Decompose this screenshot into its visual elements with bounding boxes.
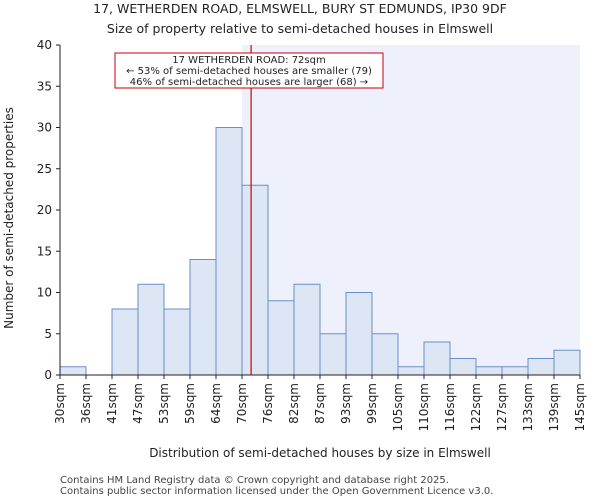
chart-subtitle: Size of property relative to semi-detach… [107,21,493,36]
bar-110sqm [423,341,451,376]
bar-122sqm [475,366,503,376]
bar-105sqm [397,366,425,376]
footer-licence: Contains public sector information licen… [60,486,494,497]
x-tick-label-59sqm: 59sqm [183,383,197,424]
footer-copyright: Contains HM Land Registry data © Crown c… [60,475,449,486]
annotation-line-3: 46% of semi-detached houses are larger (… [130,77,368,88]
x-tick-label-70sqm: 70sqm [235,383,249,424]
x-tick-label-41sqm: 41sqm [105,383,119,424]
annotation-line-2: ← 53% of semi-detached houses are smalle… [126,66,372,77]
chart-title: 17, WETHERDEN ROAD, ELMSWELL, BURY ST ED… [93,1,507,16]
y-tick-label-35: 35 [37,79,52,93]
x-tick-label-105sqm: 105sqm [391,383,405,431]
bar-64sqm [215,127,243,376]
y-tick-label-15: 15 [37,244,52,258]
x-axis-ticks: 30sqm 36sqm 41sqm 47sqm 53sqm 59sqm 64sqm 70sqm… [53,375,587,431]
y-axis-ticks: 0 5 10 15 20 25 30 35 40 [37,38,60,382]
y-tick-label-10: 10 [37,286,52,300]
bar-127sqm [501,366,529,376]
bar-59sqm [189,259,217,376]
bar-70sqm [241,184,269,376]
x-tick-label-87sqm: 87sqm [313,383,327,424]
annotation-line-1: 17 WETHERDEN ROAD: 72sqm [172,55,325,66]
x-tick-label-53sqm: 53sqm [157,383,171,424]
bar-41sqm [111,308,139,376]
y-tick-label-5: 5 [44,327,52,341]
bar-53sqm [163,308,191,376]
annotation-box [114,52,384,89]
y-tick-label-30: 30 [37,121,52,135]
x-tick-label-76sqm: 76sqm [261,383,275,424]
bar-93sqm [345,292,373,376]
x-tick-label-110sqm: 110sqm [417,383,431,431]
x-tick-label-30sqm: 30sqm [53,383,67,424]
x-tick-label-122sqm: 122sqm [469,383,483,431]
x-tick-label-36sqm: 36sqm [79,383,93,424]
x-tick-label-93sqm: 93sqm [339,383,353,424]
x-tick-label-47sqm: 47sqm [131,383,145,424]
x-tick-label-127sqm: 127sqm [495,383,509,431]
bar-139sqm [553,349,581,376]
y-axis-label: Number of semi-detached properties [2,107,16,329]
y-tick-label-25: 25 [37,162,52,176]
x-tick-label-133sqm: 133sqm [521,383,535,431]
bar-87sqm [319,333,347,376]
bar-30sqm [59,366,87,376]
x-tick-label-64sqm: 64sqm [209,383,223,424]
x-tick-label-82sqm: 82sqm [287,383,301,424]
bars-group [59,127,581,376]
y-tick-label-20: 20 [37,203,52,217]
bar-133sqm [527,358,555,376]
x-axis-label: Distribution of semi-detached houses by … [149,446,491,460]
bar-76sqm [267,300,295,376]
x-tick-label-116sqm: 116sqm [443,383,457,431]
y-tick-label-0: 0 [44,368,52,382]
bar-82sqm [293,283,321,376]
y-tick-label-40: 40 [37,38,52,52]
x-tick-label-145sqm: 145sqm [573,383,587,431]
bar-47sqm [137,283,165,376]
bar-99sqm [371,333,399,376]
x-tick-label-99sqm: 99sqm [365,383,379,424]
bar-116sqm [449,358,477,376]
x-tick-label-139sqm: 139sqm [547,383,561,431]
